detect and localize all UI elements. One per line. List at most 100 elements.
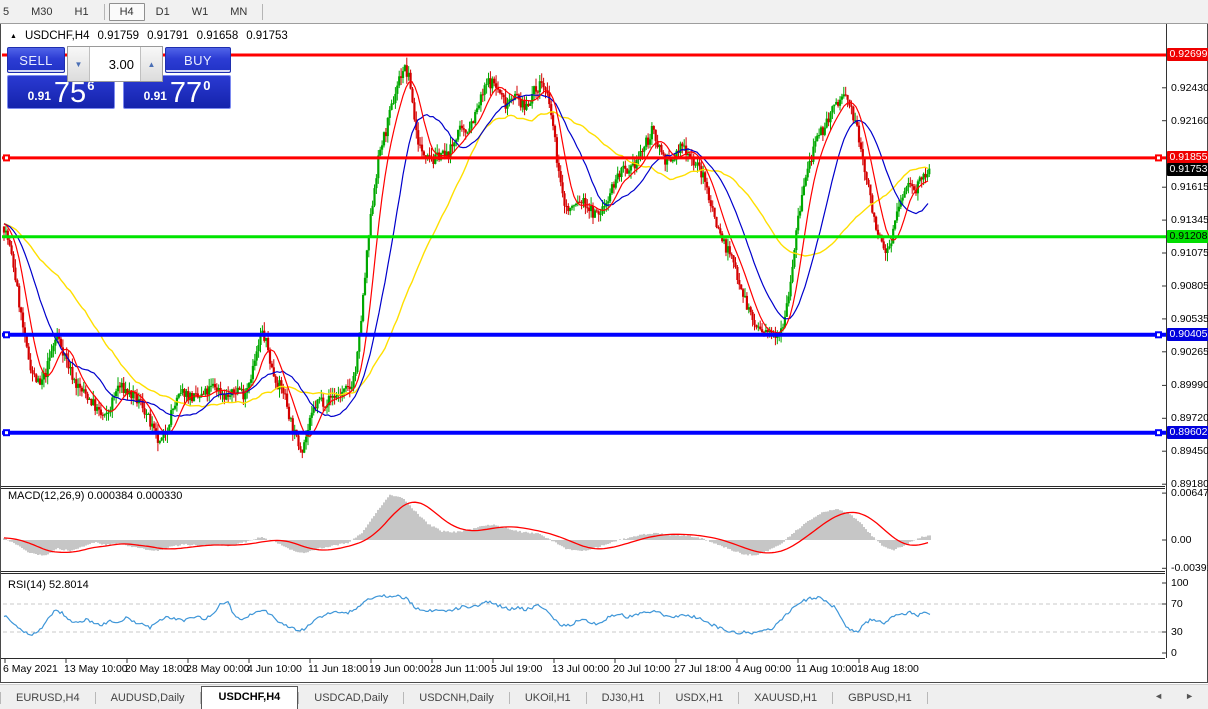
rsi-axis-label: 100 — [1171, 577, 1189, 589]
buy-price-display[interactable]: 0.91 77 0 — [123, 75, 231, 109]
date-axis-label: 28 Jun 11:00 — [430, 663, 490, 675]
timeframe-button-d1[interactable]: D1 — [155, 5, 170, 18]
close-value: 0.91753 — [246, 30, 288, 42]
price-axis-label: 0.90805 — [1171, 280, 1208, 292]
low-value: 0.91658 — [196, 30, 239, 42]
timeframe-button-5[interactable]: 5 — [3, 5, 10, 18]
sell-button[interactable]: SELL — [7, 47, 65, 73]
chart-tab-usdcad-daily[interactable]: USDCAD,Daily — [314, 692, 389, 704]
buy-button[interactable]: BUY — [165, 47, 231, 73]
sell-button-label: SELL — [19, 52, 53, 68]
macd-histogram — [3, 494, 931, 556]
one-click-trading-panel: SELL ▼ ▲ BUY 0.91 75 6 0.91 77 0 — [7, 46, 231, 109]
chart-tab-xauusd-h1[interactable]: XAUUSD,H1 — [754, 692, 818, 704]
buy-price-big: 77 — [169, 77, 203, 109]
price-axis-label: 0.91075 — [1171, 247, 1208, 259]
price-badge-0.92699: 0.92699 — [1167, 48, 1208, 61]
date-axis-label: 11 Jun 18:00 — [308, 663, 368, 675]
tab-separator — [94, 692, 96, 704]
timeframe-button-h4[interactable]: H4 — [108, 2, 145, 21]
date-axis-label: 20 Jul 10:00 — [613, 663, 671, 675]
chart-tab-usdcnh-daily[interactable]: USDCNH,Daily — [419, 692, 494, 704]
price-badge-0.91753: 0.91753 — [1167, 163, 1208, 176]
volume-decrease-button[interactable]: ▼ — [68, 47, 90, 81]
date-axis-label: 13 May 10:00 — [64, 663, 128, 675]
date-axis-label: 13 Jul 00:00 — [552, 663, 610, 675]
date-axis-label: 4 Aug 00:00 — [735, 663, 792, 675]
macd-axis-label: 0.00647 — [1171, 487, 1208, 499]
tabs-scroll-right-icon[interactable]: ► — [1185, 691, 1194, 701]
price-badge-0.91208: 0.91208 — [1167, 230, 1208, 243]
chart-tab-ukoil-h1[interactable]: UKOil,H1 — [524, 692, 571, 704]
chart-tab-usdx-h1[interactable]: USDX,H1 — [675, 692, 724, 704]
volume-spinner: ▼ ▲ — [67, 46, 163, 82]
rsi-line — [3, 593, 931, 636]
timeframe-button-m30[interactable]: M30 — [31, 5, 53, 18]
buy-price-sup: 0 — [203, 78, 211, 93]
macd-signal-line — [3, 501, 929, 554]
volume-increase-button[interactable]: ▲ — [140, 47, 162, 81]
tab-separator — [659, 692, 661, 704]
price-axis-label: 0.89990 — [1171, 379, 1208, 391]
price-badge-0.89602: 0.89602 — [1167, 426, 1208, 439]
rsi-axis-label: 30 — [1171, 626, 1183, 638]
timeframe-button-mn[interactable]: MN — [230, 5, 248, 18]
timeframe-toolbar: 5 M30 H1 H4 D1 W1 MN — [0, 0, 1208, 24]
horizontal-level-lines — [2, 53, 1166, 437]
chart-tab-audusd-daily[interactable]: AUDUSD,Daily — [110, 692, 185, 704]
symbol-label: USDCHF,H4 — [24, 30, 90, 42]
collapse-arrow-icon[interactable]: ▲ — [10, 32, 17, 40]
date-axis-label: 27 Jul 18:00 — [674, 663, 732, 675]
date-axis-label: 19 Jun 00:00 — [369, 663, 430, 675]
pane-separators — [1, 24, 1167, 659]
ma-mid-line — [3, 94, 929, 418]
macd-indicator-label: MACD(12,26,9) 0.000384 0.000330 — [8, 490, 182, 502]
ma-fast-line — [3, 81, 929, 437]
timeframe-button-w1[interactable]: W1 — [191, 5, 209, 18]
volume-input[interactable] — [90, 47, 140, 81]
ma-slow-line — [3, 110, 929, 408]
macd-value-1: 0.000384 — [87, 490, 134, 502]
price-axis-label: 0.89450 — [1171, 445, 1208, 457]
tab-separator — [403, 692, 405, 704]
price-axis-label: 0.90265 — [1171, 346, 1208, 358]
tab-separator — [832, 692, 834, 704]
tab-separator — [738, 692, 740, 704]
price-axis-label: 0.89180 — [1171, 478, 1208, 490]
toolbar-separator — [103, 3, 105, 20]
chart-tab-usdchf-h4[interactable]: USDCHF,H4 — [200, 686, 299, 709]
date-axis-label: 5 Jul 19:00 — [491, 663, 543, 675]
chart-tabs-bar: EURUSD,H4 AUDUSD,Daily USDCHF,H4 USDCAD,Dai… — [0, 684, 1208, 709]
price-axis-label: 0.91615 — [1171, 181, 1208, 193]
price-axis-label: 0.92160 — [1171, 115, 1208, 127]
date-axis-label: 28 May 00:00 — [186, 663, 250, 675]
timeframe-button-h1[interactable]: H1 — [74, 5, 89, 18]
date-axis-label: 18 Aug 18:00 — [857, 663, 919, 675]
tab-separator — [926, 692, 928, 704]
macd-name: MACD(12,26,9) — [8, 490, 85, 502]
buy-button-label: BUY — [184, 52, 212, 68]
rsi-name: RSI(14) — [8, 579, 46, 591]
date-axis-label: 6 May 2021 — [3, 663, 58, 675]
chart-tab-dj30-h1[interactable]: DJ30,H1 — [601, 692, 645, 704]
rsi-axis-label: 70 — [1171, 598, 1183, 610]
buy-price-prefix: 0.91 — [143, 89, 167, 103]
toolbar-separator — [262, 3, 264, 20]
price-axis-label: 0.90535 — [1171, 313, 1208, 325]
tab-separator — [508, 692, 510, 704]
tabs-scroll-left-icon[interactable]: ◄ — [1154, 691, 1164, 701]
axis-ticks — [4, 87, 1166, 663]
open-value: 0.91759 — [97, 30, 140, 42]
macd-axis-label: 0.00 — [1171, 534, 1192, 546]
sell-price-sup: 6 — [87, 78, 95, 93]
price-axis-label: 0.92430 — [1171, 82, 1208, 94]
chart-tab-gbpusd-h1[interactable]: GBPUSD,H1 — [848, 692, 912, 704]
rsi-axis-label: 0 — [1171, 647, 1177, 659]
date-axis-label: 11 Aug 10:00 — [796, 663, 858, 675]
date-axis-label: 20 May 18:00 — [125, 663, 189, 675]
rsi-indicator-label: RSI(14) 52.8014 — [8, 579, 89, 591]
macd-value-2: 0.000330 — [136, 490, 183, 502]
chart-tab-eurusd-h4[interactable]: EURUSD,H4 — [16, 692, 80, 704]
